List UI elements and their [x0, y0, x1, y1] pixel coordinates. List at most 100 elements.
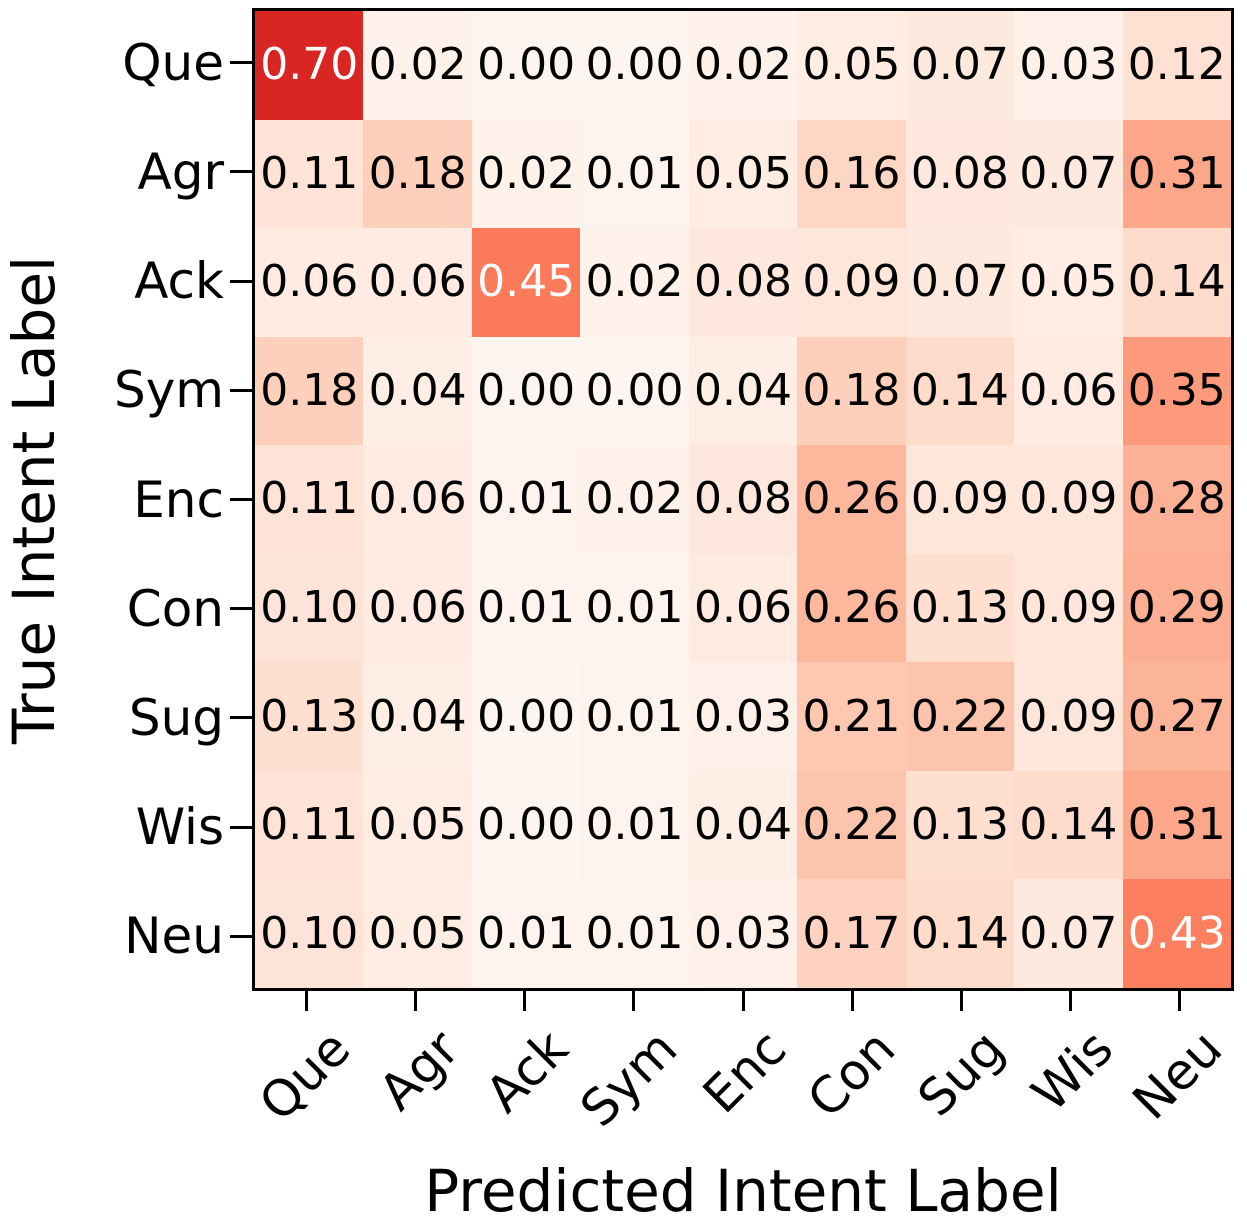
heatmap-cell: 0.18: [797, 336, 906, 446]
heatmap-cell: 0.06: [255, 228, 364, 337]
x-tick-label: Ack: [474, 1019, 579, 1124]
heatmap-cell: 0.08: [905, 119, 1015, 229]
heatmap-cell: 0.05: [1014, 228, 1123, 337]
x-tick-label: Sym: [569, 1019, 689, 1138]
x-tick-label: Wis: [1021, 1019, 1125, 1123]
heatmap-cell: 0.08: [688, 228, 798, 337]
heatmap-cell: 0.06: [363, 553, 472, 663]
heatmap-cell: 0.03: [688, 879, 798, 988]
heatmap-cell: 0.31: [1122, 770, 1231, 880]
heatmap-cell: 0.00: [580, 11, 689, 120]
heatmap-cell: 0.14: [905, 879, 1015, 988]
heatmap-cell: 0.45: [471, 228, 581, 337]
heatmap-cell: 0.16: [797, 119, 906, 229]
x-tick-label: Neu: [1121, 1019, 1234, 1131]
heatmap-cell: 0.09: [1014, 553, 1123, 663]
x-tick-mark: [414, 991, 418, 1011]
heatmap-cell: 0.01: [471, 879, 581, 988]
y-tick-label: Agr: [137, 142, 225, 201]
heatmap-cell: 0.31: [1122, 119, 1231, 229]
heatmap-cell: 0.26: [797, 445, 906, 554]
heatmap-cell: 0.00: [471, 770, 581, 880]
heatmap-cell: 0.01: [580, 879, 689, 988]
heatmap-cell: 0.04: [363, 662, 472, 771]
y-tick-label: Que: [122, 33, 224, 92]
heatmap-cell: 0.04: [688, 336, 798, 446]
heatmap-cell: 0.09: [905, 445, 1015, 554]
heatmap-cell: 0.22: [905, 662, 1015, 771]
x-tick-mark: [523, 991, 527, 1011]
x-tick-label: Agr: [367, 1019, 470, 1122]
heatmap-cell: 0.11: [255, 770, 364, 880]
y-tick-mark: [230, 61, 252, 65]
heatmap-cell: 0.17: [797, 879, 906, 988]
heatmap-cell: 0.01: [580, 553, 689, 663]
heatmap-cell: 0.07: [905, 11, 1015, 120]
heatmap-cell: 0.09: [797, 228, 906, 337]
y-tick-label: Con: [126, 579, 224, 638]
heatmap-cell: 0.05: [797, 11, 906, 120]
heatmap-cell: 0.01: [471, 445, 581, 554]
y-axis-title: True Intent Label: [0, 255, 68, 745]
heatmap-cell: 0.03: [1014, 11, 1123, 120]
x-tick-mark: [305, 991, 309, 1011]
heatmap-cell: 0.43: [1122, 879, 1231, 988]
heatmap-cell: 0.28: [1122, 445, 1231, 554]
heatmap-cell: 0.00: [580, 336, 689, 446]
heatmap-cell: 0.11: [255, 445, 364, 554]
heatmap-cell: 0.07: [1014, 119, 1123, 229]
y-tick-mark: [230, 934, 252, 938]
heatmap-cell: 0.09: [1014, 662, 1123, 771]
heatmap-cell: 0.02: [363, 11, 472, 120]
y-tick-mark: [230, 279, 252, 283]
heatmap-cell: 0.09: [1014, 445, 1123, 554]
heatmap-cell: 0.07: [1014, 879, 1123, 988]
heatmap-cell: 0.06: [688, 553, 798, 663]
heatmap-cell: 0.06: [1014, 336, 1123, 446]
y-tick-label: Ack: [134, 252, 224, 311]
heatmap-cell: 0.02: [580, 228, 689, 337]
heatmap-cell: 0.05: [363, 879, 472, 988]
heatmap-cell: 0.02: [580, 445, 689, 554]
heatmap-cell: 0.03: [688, 662, 798, 771]
heatmap-cell: 0.18: [363, 119, 472, 229]
heatmap-cell: 0.04: [688, 770, 798, 880]
heatmap-cell: 0.13: [905, 553, 1015, 663]
y-tick-mark: [230, 170, 252, 174]
x-tick-mark: [1068, 991, 1072, 1011]
x-tick-label: Sug: [907, 1019, 1016, 1128]
y-tick-label: Wis: [135, 798, 224, 857]
heatmap-cell: 0.35: [1122, 336, 1231, 446]
y-tick-mark: [230, 607, 252, 611]
heatmap-cell: 0.06: [363, 445, 472, 554]
heatmap-cell: 0.14: [1014, 770, 1123, 880]
heatmap-cell: 0.12: [1122, 11, 1231, 120]
heatmap-cell: 0.22: [797, 770, 906, 880]
heatmap-cell: 0.05: [363, 770, 472, 880]
heatmap-cell: 0.11: [255, 119, 364, 229]
heatmap-cell: 0.08: [688, 445, 798, 554]
heatmap-cell: 0.13: [905, 770, 1015, 880]
x-tick-mark: [1177, 991, 1181, 1011]
x-tick-label: Con: [796, 1019, 907, 1129]
heatmap-cell: 0.01: [580, 662, 689, 771]
heatmap-cell: 0.00: [471, 336, 581, 446]
y-tick-mark: [230, 825, 252, 829]
heatmap-cell: 0.10: [255, 879, 364, 988]
x-tick-label: Que: [247, 1019, 361, 1133]
y-tick-label: Enc: [133, 470, 224, 529]
x-axis-title: Predicted Intent Label: [424, 1157, 1062, 1225]
y-tick-label: Sym: [113, 361, 224, 420]
heatmap-cell: 0.05: [688, 119, 798, 229]
heatmap-cell: 0.01: [580, 119, 689, 229]
heatmap-cell: 0.00: [471, 662, 581, 771]
heatmap-cell: 0.27: [1122, 662, 1231, 771]
x-tick-label: Enc: [691, 1019, 798, 1125]
heatmap-cell: 0.00: [471, 11, 581, 120]
heatmap-cell: 0.01: [580, 770, 689, 880]
heatmap-cell: 0.02: [688, 11, 798, 120]
y-tick-mark: [230, 498, 252, 501]
y-tick-label: Sug: [128, 688, 224, 747]
heatmap-cell: 0.26: [797, 553, 906, 663]
